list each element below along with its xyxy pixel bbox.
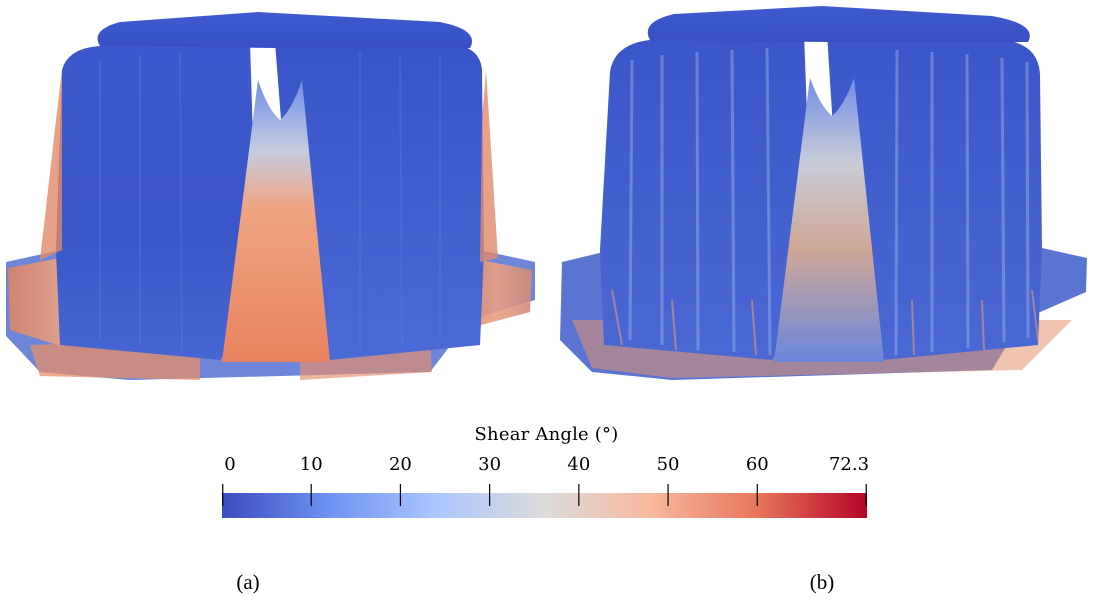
colorbar-tick-label: 60 bbox=[745, 454, 769, 475]
colorbar bbox=[222, 484, 867, 518]
colorbar-tick-label: 72.3 bbox=[828, 454, 870, 475]
panel-b-draped-cube bbox=[552, 0, 1093, 385]
panel-a-draped-cube bbox=[0, 0, 540, 385]
colorbar-title: Shear Angle (°) bbox=[474, 424, 619, 445]
colorbar-tick-label: 50 bbox=[656, 454, 680, 475]
colorbar-tick-label: 30 bbox=[478, 454, 502, 475]
colorbar-gradient bbox=[222, 493, 867, 518]
colorbar-tick-label: 40 bbox=[567, 454, 591, 475]
colorbar-tick-label: 10 bbox=[299, 454, 323, 475]
colorbar-tick-label: 0 bbox=[224, 454, 236, 475]
panel-a-render bbox=[6, 12, 535, 380]
caption-a: (a) bbox=[236, 570, 260, 594]
panel-b-render bbox=[560, 6, 1087, 380]
colorbar-ticks bbox=[222, 484, 867, 506]
colorbar-tick-label: 20 bbox=[388, 454, 412, 475]
caption-b: (b) bbox=[809, 570, 835, 594]
